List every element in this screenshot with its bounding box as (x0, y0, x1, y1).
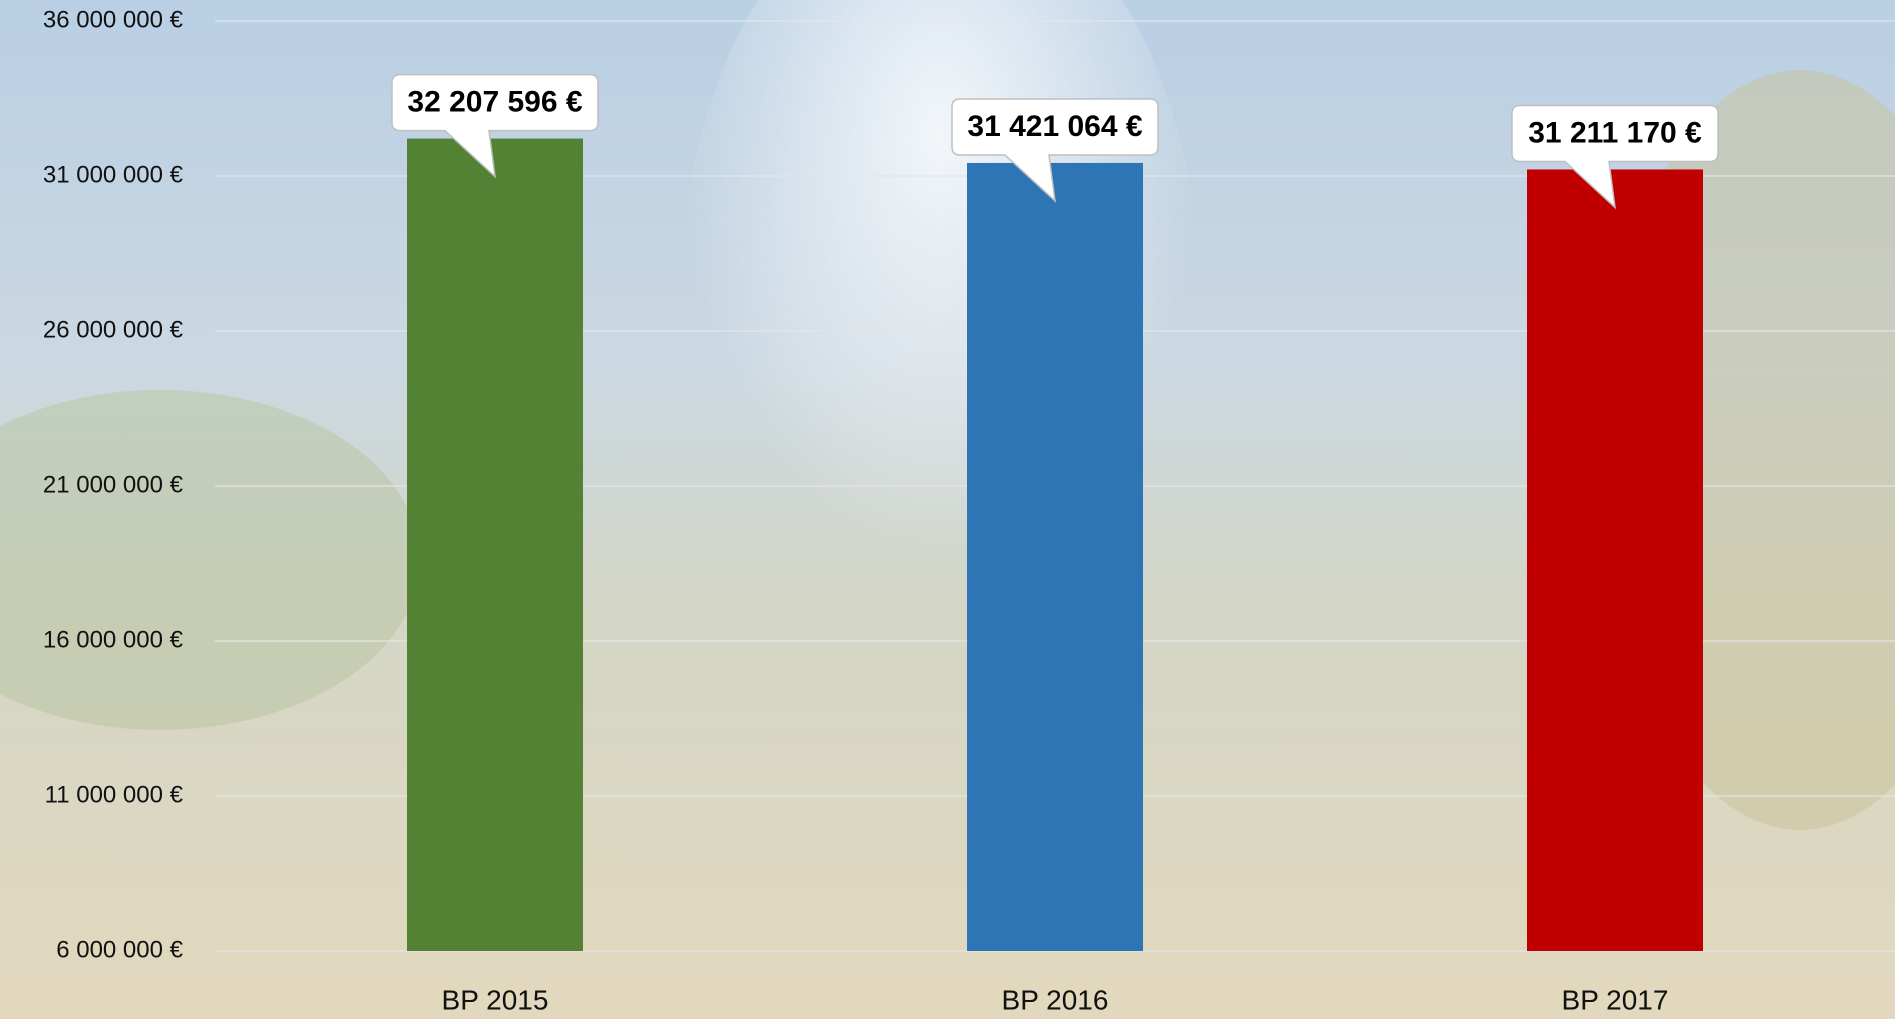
bar (1527, 169, 1703, 951)
bar (967, 162, 1143, 951)
value-label: 32 207 596 € (407, 85, 582, 118)
y-tick-label: 26 000 000 € (43, 316, 184, 343)
value-label-callout (951, 98, 1159, 203)
value-label-callout (391, 73, 599, 179)
y-tick-label: 21 000 000 € (43, 471, 184, 498)
x-tick-label: BP 2015 (442, 984, 549, 1015)
value-label: 31 421 064 € (967, 110, 1142, 143)
y-tick-label: 36 000 000 € (43, 6, 184, 33)
y-tick-label: 6 000 000 € (56, 936, 183, 963)
x-tick-label: BP 2016 (1002, 984, 1109, 1015)
background-trees (0, 390, 420, 730)
bar (407, 138, 583, 952)
x-tick-label: BP 2017 (1562, 984, 1669, 1015)
y-tick-label: 16 000 000 € (43, 626, 184, 653)
value-label-callout (1511, 104, 1719, 210)
y-tick-label: 11 000 000 € (45, 781, 184, 808)
value-label: 31 211 170 € (1528, 116, 1702, 149)
y-tick-label: 31 000 000 € (43, 161, 184, 188)
